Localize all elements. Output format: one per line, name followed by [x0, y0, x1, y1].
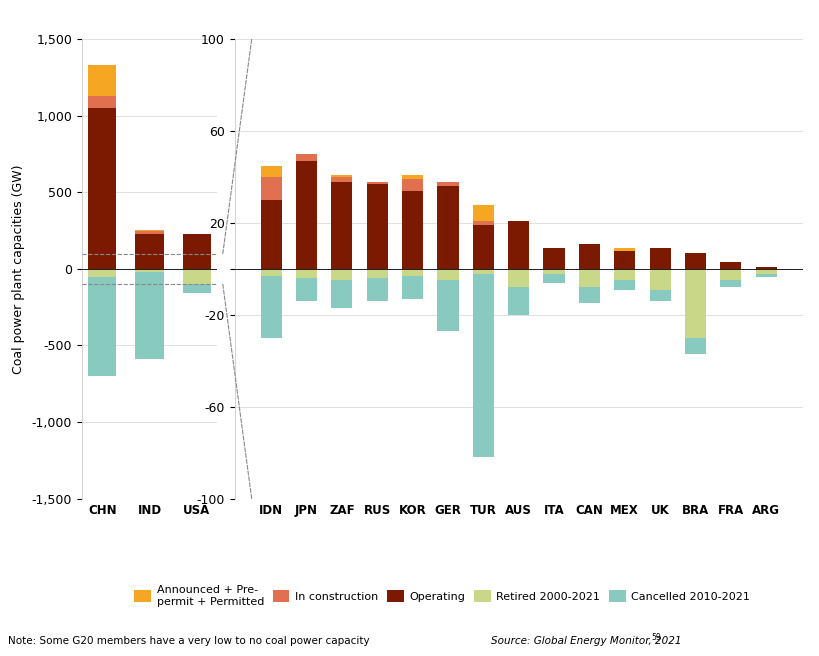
Bar — [367, 184, 388, 269]
Bar — [649, 290, 671, 301]
Bar — [183, 269, 211, 284]
Bar — [331, 175, 352, 177]
Bar — [88, 66, 116, 96]
Bar — [135, 272, 164, 359]
Bar — [544, 249, 564, 269]
Bar — [260, 276, 282, 338]
Bar — [720, 262, 741, 269]
Bar — [402, 191, 423, 269]
Legend: Announced + Pre-
permit + Permitted, In construction, Operating, Retired 2000-20: Announced + Pre- permit + Permitted, In … — [130, 581, 754, 611]
Bar — [473, 269, 494, 274]
Bar — [402, 276, 423, 299]
Bar — [437, 269, 459, 281]
Y-axis label: Coal power plant capacities (GW): Coal power plant capacities (GW) — [11, 164, 25, 374]
Bar — [88, 277, 116, 376]
Bar — [720, 281, 741, 287]
Bar — [331, 281, 352, 308]
Bar — [579, 244, 600, 269]
Bar — [260, 200, 282, 269]
Bar — [260, 269, 282, 276]
Bar — [649, 249, 671, 269]
Bar — [614, 249, 636, 251]
Bar — [473, 205, 494, 220]
Bar — [296, 269, 317, 278]
Bar — [544, 269, 564, 274]
Bar — [402, 175, 423, 180]
Bar — [579, 269, 600, 287]
Text: Source: Global Energy Monitor, 2021: Source: Global Energy Monitor, 2021 — [491, 636, 682, 646]
Bar — [437, 186, 459, 269]
Bar — [473, 274, 494, 457]
Bar — [135, 230, 164, 232]
Bar — [685, 338, 706, 354]
Bar — [88, 269, 116, 277]
Bar — [331, 177, 352, 182]
Bar — [367, 182, 388, 184]
Bar — [756, 274, 776, 277]
Bar — [473, 220, 494, 226]
Bar — [88, 96, 116, 108]
Bar — [473, 226, 494, 269]
Bar — [685, 269, 706, 338]
Text: Note: Some G20 members have a very low to no coal power capacity: Note: Some G20 members have a very low t… — [8, 636, 370, 646]
Bar — [183, 234, 211, 269]
Bar — [402, 180, 423, 191]
Bar — [88, 108, 116, 269]
Bar — [296, 278, 317, 301]
Bar — [649, 269, 671, 290]
Bar — [331, 269, 352, 281]
Bar — [508, 287, 529, 315]
Bar — [508, 220, 529, 269]
Bar — [720, 269, 741, 281]
Bar — [756, 269, 776, 274]
Bar — [614, 269, 636, 281]
Bar — [367, 269, 388, 278]
Bar — [260, 177, 282, 200]
Bar — [437, 281, 459, 331]
Bar — [135, 234, 164, 269]
Bar — [367, 278, 388, 301]
Bar — [331, 182, 352, 269]
Bar — [135, 232, 164, 234]
Bar — [685, 253, 706, 269]
Bar — [508, 269, 529, 287]
Bar — [183, 284, 211, 293]
Bar — [296, 161, 317, 269]
Bar — [260, 166, 282, 177]
Bar — [402, 269, 423, 276]
Bar — [614, 251, 636, 269]
Bar — [544, 274, 564, 283]
Bar — [437, 182, 459, 186]
Bar — [756, 267, 776, 269]
Bar — [614, 281, 636, 290]
Text: 59: 59 — [651, 632, 661, 642]
Bar — [296, 154, 317, 161]
Bar — [579, 287, 600, 303]
Bar — [135, 269, 164, 272]
